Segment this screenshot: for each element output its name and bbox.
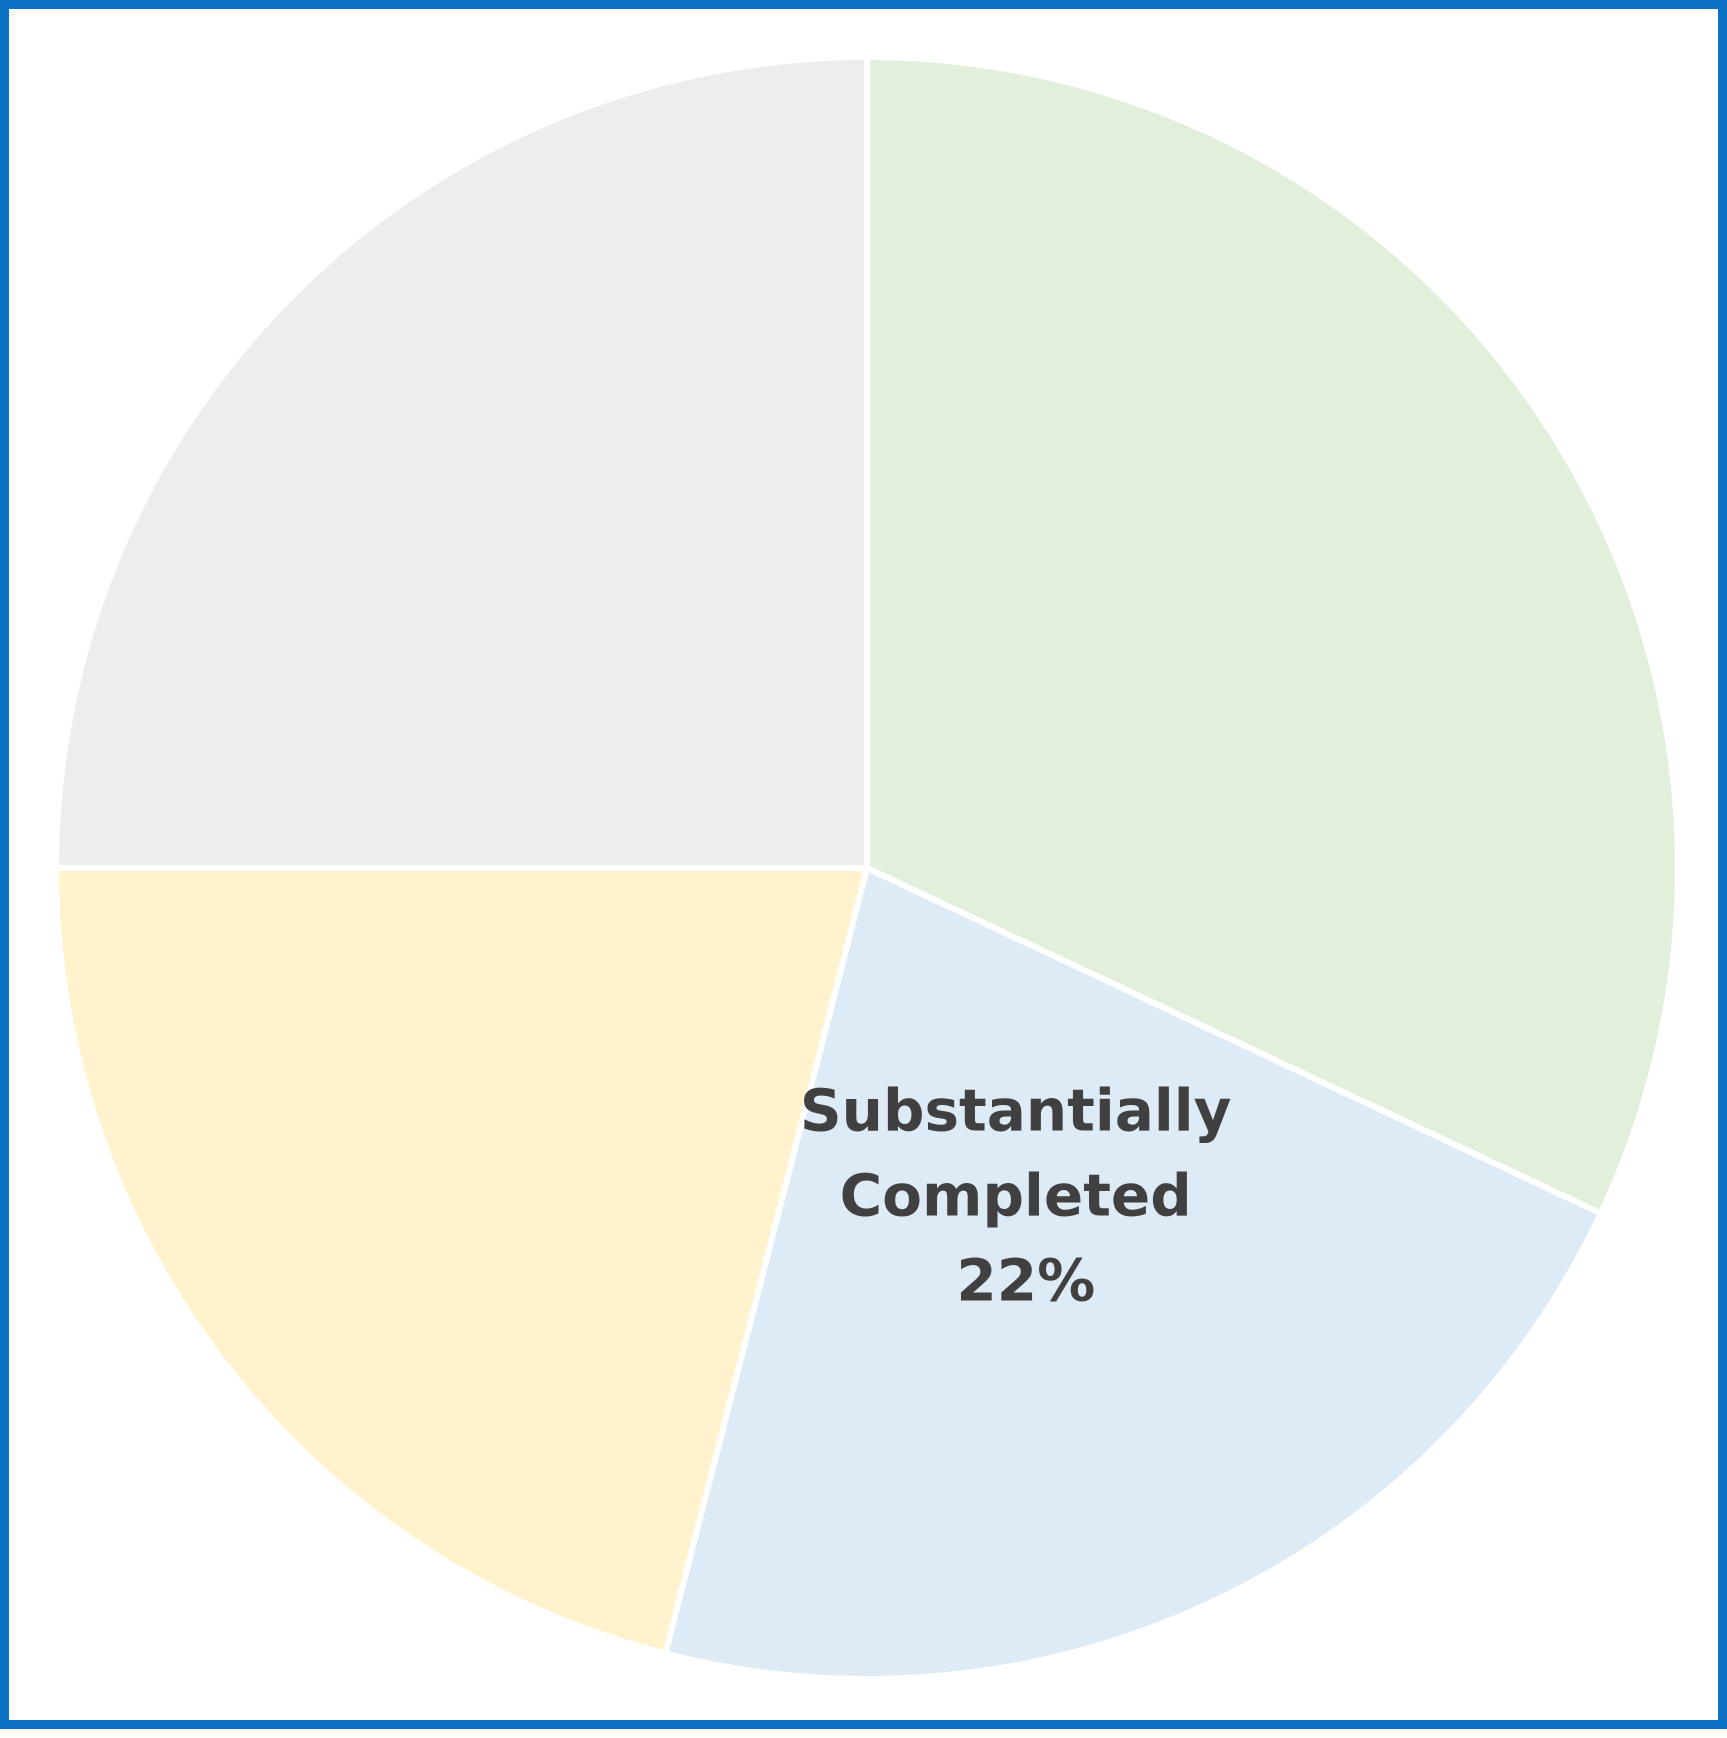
pie-chart: Substantially Completed 22% [53, 54, 1681, 1682]
slice-label-percent: 22% [956, 1247, 1095, 1315]
pie-slices [53, 54, 1681, 1682]
slice-label-line-2: Completed [840, 1162, 1192, 1230]
pie-slice-gray [53, 54, 870, 871]
slice-label-substantially-completed: Substantially Completed 22% [800, 1077, 1252, 1315]
pie-slice-green [864, 54, 1681, 1217]
pie-slice-yellow [53, 865, 870, 1657]
slice-label-line-1: Substantially [800, 1077, 1232, 1145]
pie-slice-blue [662, 865, 1604, 1682]
